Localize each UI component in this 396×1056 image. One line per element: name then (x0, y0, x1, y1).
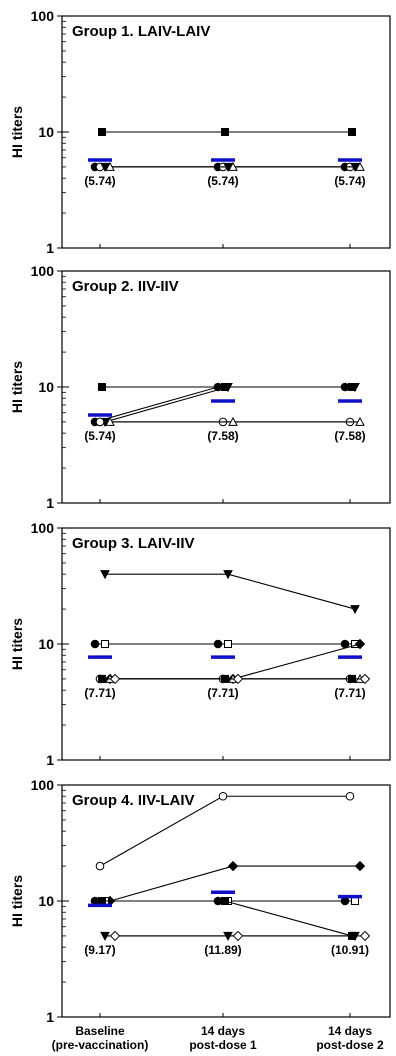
data-point-open-diamond (232, 673, 244, 685)
data-point-open-diamond (109, 930, 121, 942)
series-filled-triangle-down (100, 570, 360, 615)
data-point-open-diamond (359, 930, 371, 942)
mean-label: (7.71) (207, 686, 238, 700)
data-point-filled-diamond (227, 860, 239, 872)
data-point-open-diamond (359, 673, 371, 685)
mean-label: (5.74) (84, 174, 115, 188)
data-point-filled-triangle-down (100, 162, 110, 172)
data-point-filled-square (98, 897, 106, 905)
y-axis-label: HI titers (9, 618, 25, 670)
series-line (109, 865, 360, 902)
y-axis-label: HI titers (9, 361, 25, 413)
mean-label: (5.74) (334, 174, 365, 188)
data-point-open-circle (218, 791, 228, 801)
panel-title: Group 1. LAIV-LAIV (72, 23, 210, 40)
mean-label: (7.58) (207, 429, 238, 443)
chart-panel-4: 1 10 100 Group 4. IIV-LAIV HI titers (9.17) (1… (9, 777, 391, 1025)
data-point-open-circle (95, 861, 105, 871)
x-tick-label: 14 days (328, 1024, 372, 1038)
data-point-filled-triangle-down (350, 383, 360, 393)
series-line (110, 643, 361, 680)
panel-title: Group 4. IIV-LAIV (72, 792, 195, 809)
mean-label: (5.74) (84, 429, 115, 443)
data-point-filled-diamond (354, 860, 366, 872)
y-tick-label: 1 (46, 1009, 54, 1025)
panel-title: Group 3. LAIV-IIV (72, 535, 195, 552)
mean-label: (11.89) (204, 943, 241, 957)
data-point-filled-triangle-down (223, 570, 233, 580)
data-point-filled-triangle-down (100, 570, 110, 580)
y-tick-label: 100 (31, 520, 55, 536)
y-tick-label: 10 (38, 636, 54, 652)
y-tick-label: 100 (31, 8, 55, 24)
mean-label: (10.91) (331, 943, 369, 957)
data-point-open-diamond (109, 673, 121, 685)
data-point-filled-diamond (354, 638, 366, 650)
panel-title: Group 2. IIV-IIV (72, 278, 179, 295)
data-point-filled-square (98, 383, 106, 391)
data-point-open-triangle-up (105, 161, 115, 171)
y-tick-label: 100 (31, 777, 55, 793)
y-tick-label: 1 (46, 495, 54, 511)
mean-label: (5.74) (207, 174, 238, 188)
series-filled-triangle-down (100, 383, 360, 427)
mean-label: (7.71) (84, 686, 115, 700)
x-tick-label: post-dose 2 (316, 1038, 384, 1052)
x-tick-label: 14 days (201, 1024, 245, 1038)
series-filled-diamond (104, 860, 366, 907)
series-line (102, 900, 353, 937)
x-tick-label: post-dose 1 (189, 1038, 257, 1052)
data-point-filled-square (348, 128, 356, 136)
chart-panel-1: 1 10 100 Group 1. LAIV-LAIV HI titers (5.74) (… (9, 8, 391, 256)
series-line (94, 386, 345, 423)
data-point-open-square (351, 897, 359, 905)
data-point-open-triangle-up (228, 161, 238, 171)
y-tick-label: 100 (31, 263, 55, 279)
chart-panel-2: 1 10 100 Group 2. IIV-IIV HI titers (5.74) (7.… (9, 263, 391, 511)
data-point-open-circle (95, 417, 105, 427)
data-point-filled-square (221, 897, 229, 905)
series-line (105, 573, 356, 610)
data-point-open-diamond (232, 930, 244, 942)
x-tick-label: (pre-vaccination) (52, 1038, 149, 1052)
data-point-filled-triangle-down (100, 931, 110, 941)
series-open-square (101, 640, 359, 648)
series-filled-square (98, 128, 356, 136)
mean-label: (7.71) (334, 686, 365, 700)
y-axis-label: HI titers (9, 106, 25, 158)
data-point-open-triangle-up (355, 416, 365, 426)
data-point-open-circle (345, 791, 355, 801)
data-point-open-square (224, 640, 232, 648)
y-axis-label: HI titers (9, 875, 25, 927)
series-open-diamond (109, 673, 371, 685)
mean-label: (9.17) (84, 943, 115, 957)
data-point-open-triangle-up (105, 416, 115, 426)
data-point-filled-triangle-down (223, 383, 233, 393)
series-open-triangle-up (105, 161, 365, 171)
y-tick-label: 10 (38, 124, 54, 140)
data-point-filled-square (221, 128, 229, 136)
chart-panel-3: 1 10 100 Group 3. LAIV-IIV HI titers (7.71) (7… (9, 520, 391, 768)
data-point-open-square (101, 640, 109, 648)
data-point-filled-triangle-down (350, 605, 360, 615)
data-point-filled-square (98, 674, 106, 683)
mean-label: (7.58) (334, 429, 365, 443)
y-tick-label: 10 (38, 379, 54, 395)
x-tick-label: Baseline (75, 1024, 125, 1038)
data-point-filled-circle (90, 639, 100, 649)
y-tick-label: 1 (46, 240, 54, 256)
y-tick-label: 10 (38, 893, 54, 909)
data-point-open-triangle-up (228, 416, 238, 426)
series-open-triangle-up (105, 416, 365, 426)
y-tick-label: 1 (46, 752, 54, 768)
data-point-filled-square (98, 128, 106, 136)
series-line (104, 386, 355, 423)
data-point-open-triangle-up (355, 161, 365, 171)
series-open-diamond (109, 930, 371, 942)
series-open-circle (95, 791, 355, 871)
